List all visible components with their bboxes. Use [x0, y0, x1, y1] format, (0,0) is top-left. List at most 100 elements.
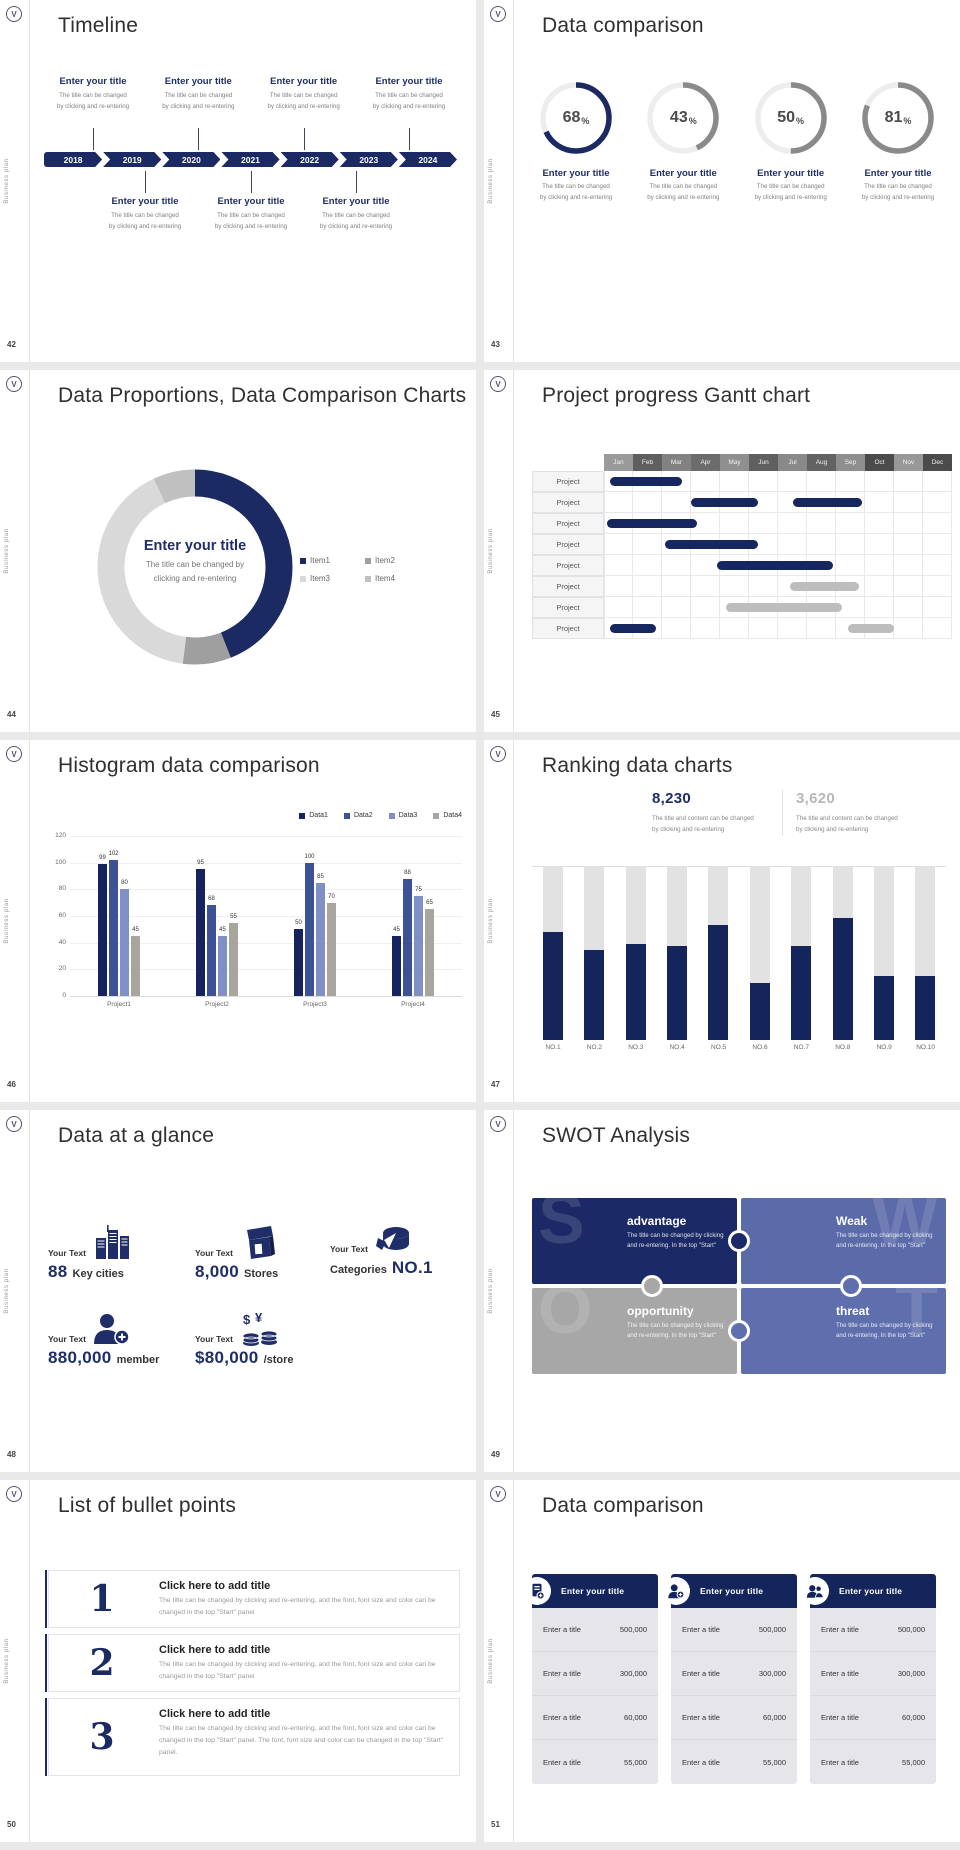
gantt-grid-cell	[720, 513, 749, 534]
slide-44-data-proportions[interactable]: V Business plan Data Proportions, Data C…	[0, 370, 476, 732]
slide-title: Data at a glance	[58, 1124, 215, 1147]
row-value: 60,000	[624, 1713, 647, 1722]
gridline	[70, 969, 462, 971]
slide-title: Data Proportions, Data Comparison Charts	[58, 384, 467, 407]
gantt-bar	[792, 498, 863, 507]
gantt-month-header: Jan	[604, 454, 633, 471]
bar	[218, 936, 227, 996]
desc-line: The title can be changed	[756, 183, 825, 190]
desc-line: The title can be changed	[542, 183, 610, 190]
stat-value-row: 880,000 member	[48, 1348, 159, 1368]
puzzle-knob	[728, 1230, 750, 1252]
puzzle-knob	[840, 1275, 862, 1297]
desc-line: by clicking and re-entering	[539, 193, 613, 201]
row-label: Enter a title	[821, 1625, 859, 1634]
bar-value-label: 50	[295, 920, 302, 927]
stat-prefix: Categories	[330, 1264, 387, 1276]
gantt-grid-cell	[894, 513, 923, 534]
brand-logo-letter: V	[11, 1119, 17, 1129]
row-value: 60,000	[763, 1713, 786, 1722]
brand-logo-letter: V	[495, 9, 501, 19]
brand-logo-icon: V	[490, 376, 506, 392]
side-label: Business plan	[488, 158, 494, 204]
brand-logo-letter: V	[495, 749, 501, 759]
margin-divider	[29, 370, 30, 732]
gantt-grid-cell	[865, 576, 894, 597]
gantt-month-header: Apr	[691, 454, 720, 471]
slide-43-data-comparison[interactable]: V Business plan Data comparison 43 68% En…	[484, 0, 960, 362]
brand-logo-icon: V	[490, 746, 506, 762]
x-category-label: NO.8	[835, 1044, 851, 1051]
bullet-body: The title can be changed by clicking and…	[159, 1661, 436, 1681]
y-tick-label: 100	[55, 858, 66, 866]
member-plus-icon	[92, 1312, 132, 1346]
gantt-grid-cell	[604, 597, 633, 618]
page-number: 47	[491, 1080, 500, 1089]
gantt-row-label: Project	[532, 492, 604, 513]
gantt-grid-cell	[894, 534, 923, 555]
y-tick-label: 80	[58, 885, 66, 893]
bullet-number: 2	[89, 1642, 115, 1684]
legend-marker	[343, 812, 350, 819]
bar-value-label: 75	[415, 887, 422, 893]
bar	[666, 946, 687, 1040]
ring-desc: The title can be changed by clicking and …	[637, 182, 729, 204]
brand-logo-letter: V	[495, 379, 501, 389]
slide-47-ranking-charts[interactable]: V Business plan Ranking data charts 8,23…	[484, 740, 960, 1102]
bullet-item: 2 Click here to add title The title can be…	[48, 1634, 460, 1692]
desc-line: by clicking and re-entering	[647, 193, 720, 201]
stat-label: Your Text	[195, 1248, 233, 1258]
gantt-row-label: Project	[532, 597, 604, 618]
x-category-label: NO.9	[876, 1044, 892, 1051]
desc-line: by clicking and re-entering	[214, 222, 288, 230]
slide-title: List of bullet points	[58, 1494, 237, 1517]
timeline-item: Enter your title The title can be changed…	[149, 76, 247, 113]
percent-sign: %	[796, 115, 805, 126]
slide-48-data-at-a-glance[interactable]: V Business plan Data at a glance 48 Your…	[0, 1110, 476, 1472]
timeline-item-desc: The title can be changed by clicking and …	[360, 91, 458, 113]
bar-value-label: 45	[132, 927, 139, 933]
slide-46-histogram[interactable]: V Business plan Histogram data compariso…	[0, 740, 476, 1102]
brand-logo-letter: V	[11, 749, 17, 759]
timeline-year: 2022	[281, 152, 339, 167]
bar-value-label: 80	[121, 880, 128, 887]
percent-sign: %	[903, 115, 912, 126]
stat-desc-line: by clicking and re-entering	[796, 826, 869, 834]
progress-ring-chart	[540, 82, 612, 154]
page-number: 49	[491, 1450, 500, 1459]
row-value: 300,000	[758, 1669, 786, 1678]
swot-heading: advantage	[627, 1214, 687, 1228]
person-plus-icon	[662, 1577, 690, 1605]
legend-entry: Data3	[388, 812, 417, 819]
page-number: 46	[7, 1080, 16, 1089]
margin-divider	[29, 1110, 30, 1472]
table-row: Enter a title 300,000	[671, 1652, 797, 1696]
puzzle-knob	[641, 1275, 663, 1297]
gantt-grid-cell	[662, 492, 691, 513]
gantt-grid-cell	[749, 618, 778, 639]
table-row: Enter a title 60,000	[532, 1696, 658, 1740]
desc-line: The title can be changed	[269, 92, 338, 99]
timeline-item: Enter your title The title can be changed…	[255, 76, 353, 113]
row-label: Enter a title	[543, 1669, 581, 1678]
bar	[131, 936, 140, 996]
progress-ring: 50%	[753, 80, 829, 156]
legend-entry: Item3	[300, 574, 351, 583]
slide-51-data-comparison-tables[interactable]: V Business plan Data comparison 51 Enter…	[484, 1480, 960, 1842]
timeline-item: Enter your title The title can be changed…	[44, 76, 142, 113]
legend-entry: Item4	[365, 574, 416, 583]
slide-42-timeline[interactable]: V Business plan Timeline 42 Enter your t…	[0, 0, 476, 362]
bullet-heading: Click here to add title	[159, 1644, 271, 1656]
gantt-grid-cell	[923, 555, 952, 576]
bar-value-label: 68	[208, 896, 215, 903]
side-label: Business plan	[4, 158, 10, 204]
bullet-number: 1	[89, 1578, 115, 1620]
slide-45-gantt-chart[interactable]: V Business plan Project progress Gantt c…	[484, 370, 960, 732]
margin-divider	[29, 740, 30, 1102]
gantt-grid-cell	[720, 618, 749, 639]
row-value: 500,000	[619, 1625, 647, 1634]
bar	[425, 909, 434, 996]
gantt-grid-cell	[865, 534, 894, 555]
slide-50-bullet-points[interactable]: V Business plan List of bullet points 50…	[0, 1480, 476, 1842]
